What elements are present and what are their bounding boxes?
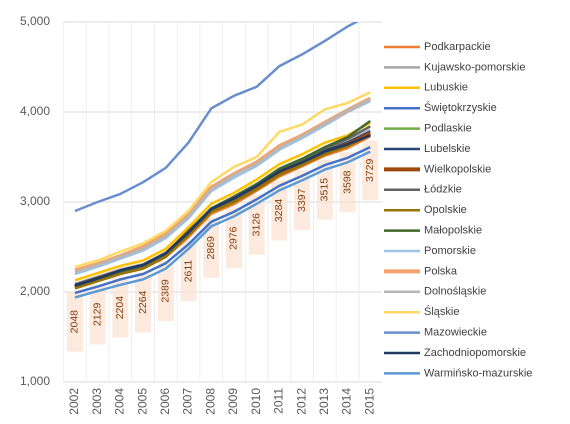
value-label: 2611	[182, 260, 194, 283]
value-label-box	[89, 284, 106, 345]
legend-label: Opolskie	[424, 204, 467, 216]
value-label-box	[157, 260, 174, 321]
x-tick-label: 2009	[226, 388, 240, 415]
lines	[74, 22, 372, 299]
y-tick-label: 3,000	[20, 194, 50, 208]
value-texts: 2048 2129 2204 2264 2389 2611 2869 2976 3126 3284…	[69, 159, 376, 334]
value-label: 2389	[160, 279, 172, 303]
value-label-box	[294, 170, 311, 231]
value-label-box	[66, 291, 83, 352]
series-line	[74, 22, 359, 213]
axes: 1,000 2,000 3,000 4,000 5,000 2002 2003 2004 200…	[20, 14, 376, 415]
legend-label: Warmińsko-mazurskie	[424, 367, 532, 379]
value-label-box	[362, 140, 379, 201]
x-tick-label: 2011	[272, 388, 286, 414]
legend-label: Zachodniopomorskie	[424, 347, 526, 359]
series-line	[74, 100, 371, 276]
value-label-box	[225, 208, 242, 269]
value-label: 3729	[364, 159, 376, 183]
x-tick-label: 2004	[113, 388, 127, 415]
series-line	[74, 121, 371, 282]
legend-label: Pomorskie	[424, 245, 476, 257]
legend-label: Lubuskie	[424, 82, 468, 94]
legend-label: Podlaskie	[424, 123, 472, 135]
legend-label: Kujawsko-pomorskie	[424, 61, 525, 73]
legend-label: Wielkopolskie	[424, 163, 491, 175]
x-tick-label: 2006	[158, 388, 172, 415]
value-label: 3284	[273, 199, 285, 223]
y-tick-label: 2,000	[20, 284, 50, 298]
value-label: 2976	[228, 226, 240, 250]
x-tick-label: 2012	[294, 388, 308, 415]
x-tick-label: 2010	[249, 388, 263, 415]
x-tick-label: 2003	[90, 388, 104, 415]
series-line	[74, 150, 371, 299]
legend-label: Podkarpackie	[424, 41, 491, 53]
series-line	[74, 134, 371, 290]
legend-label: Małopolskie	[424, 225, 482, 237]
x-tick-label: 2013	[317, 388, 331, 415]
legend-label: Świętokrzyskie	[424, 101, 497, 114]
x-tick-label: 2007	[181, 388, 195, 415]
value-label: 2264	[137, 290, 149, 314]
legend-label: Śląskie	[424, 305, 459, 318]
value-label-box	[180, 241, 197, 302]
legend: Podkarpackie Kujawsko-pomorskie Lubuskie Św…	[384, 41, 532, 379]
x-tick-label: 2005	[135, 388, 149, 415]
value-label: 3397	[296, 188, 308, 212]
y-tick-label: 4,000	[20, 104, 50, 118]
value-label: 3598	[341, 170, 353, 194]
legend-label: Polska	[424, 265, 458, 277]
legend-label: Lubelskie	[424, 143, 470, 155]
value-label-box	[135, 272, 152, 333]
y-tick-label: 5,000	[20, 14, 50, 28]
y-tick-label: 1,000	[20, 374, 50, 388]
value-label: 3515	[319, 178, 331, 202]
value-label-box	[316, 159, 333, 220]
legend-label: Łódzkie	[424, 184, 462, 196]
series-line	[74, 134, 371, 287]
value-label: 2869	[205, 236, 217, 260]
value-labels	[66, 140, 379, 352]
value-label-box	[339, 152, 356, 213]
legend-label: Dolnośląskie	[424, 286, 486, 298]
value-label-box	[112, 277, 129, 338]
value-label: 2204	[114, 296, 126, 320]
value-label-box	[271, 180, 288, 241]
series-line	[74, 91, 371, 269]
x-tick-label: 2002	[67, 388, 81, 415]
x-tick-label: 2014	[340, 388, 354, 415]
series-line	[74, 98, 371, 274]
value-label-box	[203, 217, 220, 278]
series-line	[74, 145, 371, 295]
value-label-box	[248, 194, 265, 255]
x-tick-label: 2015	[362, 388, 376, 415]
value-label: 2048	[69, 310, 81, 334]
x-tick-label: 2008	[203, 388, 217, 415]
legend-label: Mazowieckie	[424, 327, 487, 339]
value-label: 3126	[250, 213, 262, 237]
value-label: 2129	[91, 303, 103, 327]
